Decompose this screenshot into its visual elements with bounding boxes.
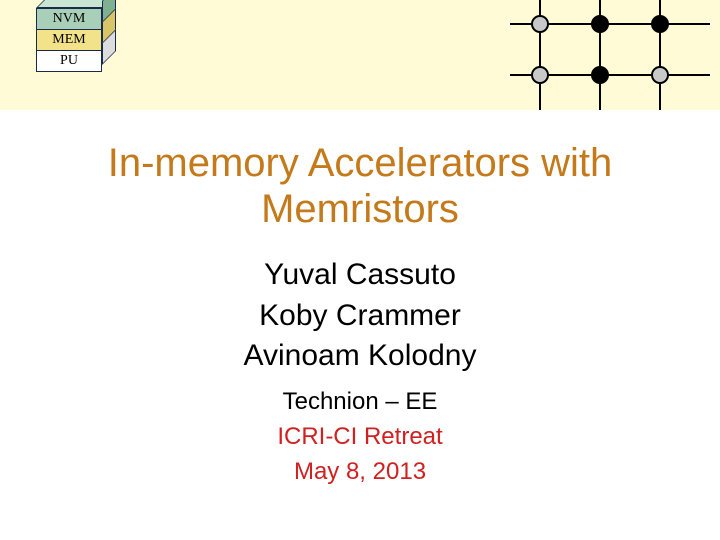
stack-layer-pu: PU [36, 50, 116, 72]
title-line-1: In-memory Accelerators with [108, 141, 613, 185]
stack-label: MEM [52, 32, 85, 47]
crossbar-node [651, 66, 669, 84]
stack-front-face: PU [36, 50, 102, 72]
stack-label: PU [60, 53, 78, 68]
crossbar-diagram [500, 0, 700, 110]
authors-block: Yuval Cassuto Koby Crammer Avinoam Kolod… [0, 255, 720, 377]
affil-date: May 8, 2013 [294, 458, 426, 485]
crossbar-node [591, 15, 609, 33]
slide-title: In-memory Accelerators with Memristors [0, 140, 720, 232]
affil-org: Technion – EE [283, 388, 438, 415]
memory-stack-diagram: NVM MEM PU [36, 8, 116, 71]
stack-front-face: NVM [36, 8, 102, 30]
affil-event: ICRI-CI Retreat [277, 423, 442, 450]
author-3: Avinoam Kolodny [244, 339, 477, 372]
crossbar-node [591, 66, 609, 84]
title-line-2: Memristors [261, 187, 459, 231]
stack-front-face: MEM [36, 29, 102, 51]
affiliation-block: Technion – EE ICRI-CI Retreat May 8, 201… [0, 385, 720, 489]
crossbar-node [651, 15, 669, 33]
author-1: Yuval Cassuto [264, 258, 456, 291]
crossbar-node [531, 15, 549, 33]
stack-label: NVM [53, 11, 86, 26]
crossbar-node [531, 66, 549, 84]
author-2: Koby Crammer [259, 299, 461, 332]
